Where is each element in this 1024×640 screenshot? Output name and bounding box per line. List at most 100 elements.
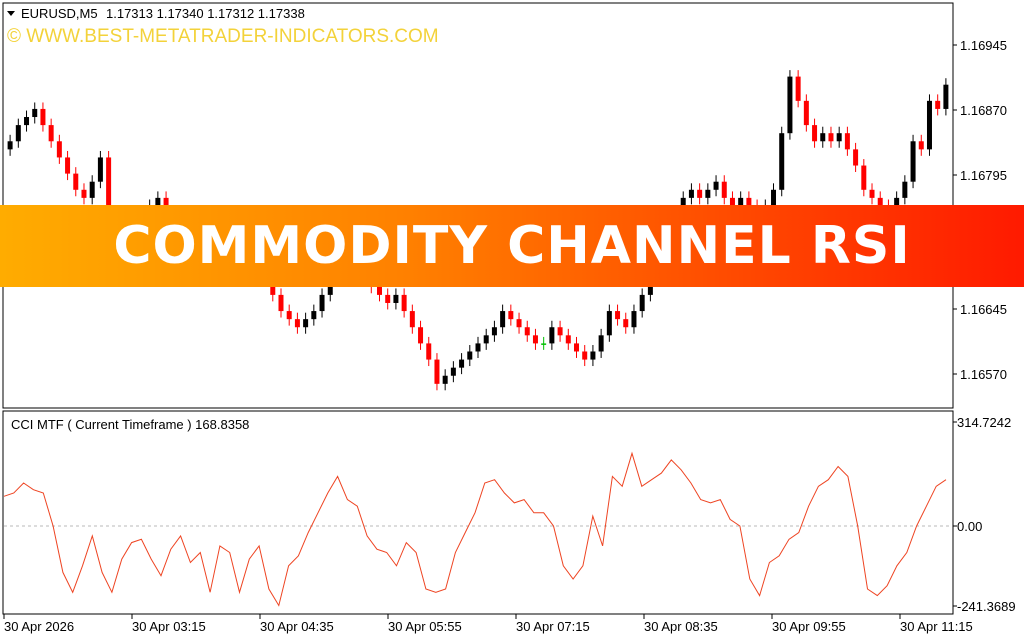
candle-body (532, 335, 538, 344)
candle-body (467, 351, 473, 360)
candle-body (516, 319, 522, 328)
candle-body (779, 133, 785, 190)
candle-body (615, 311, 621, 320)
candle-body (598, 335, 604, 352)
watermark-text: © WWW.BEST-METATRADER-INDICATORS.COM (7, 26, 439, 47)
candle-body (97, 157, 103, 182)
candle-body (738, 197, 744, 206)
candle-body (549, 327, 555, 344)
candle-body (828, 133, 834, 142)
candle-body (803, 100, 809, 126)
candle-body (7, 141, 13, 150)
candle-body (861, 165, 867, 190)
candle-body (853, 149, 859, 166)
candle-body (812, 125, 818, 142)
candle-body (869, 189, 875, 198)
candle-body (442, 375, 448, 384)
symbol-label: EURUSD,M5 (21, 6, 98, 21)
candle-body (746, 197, 752, 206)
candle-body (639, 294, 645, 312)
candle-body (475, 343, 481, 352)
candle-body (631, 311, 637, 328)
candle-body (376, 286, 382, 295)
candle-body (450, 367, 456, 376)
time-tick-label: 30 Apr 2026 (4, 619, 74, 634)
candle-body (902, 181, 908, 198)
candle-body (500, 311, 506, 328)
title-banner: COMMODITY CHANNEL RSI (0, 205, 1024, 287)
candle-body (106, 157, 112, 215)
time-tick-label: 30 Apr 07:15 (516, 619, 590, 634)
candle-body (40, 108, 46, 126)
price-tick-label: 1.16945 (960, 38, 1007, 53)
candle-body (877, 197, 883, 206)
indicator-label: CCI MTF ( Current Timeframe ) 168.8358 (11, 417, 249, 432)
candle-body (935, 100, 941, 109)
candle-body (705, 189, 711, 198)
candle-body (393, 294, 399, 303)
candle-body (787, 76, 793, 134)
candle-body (574, 343, 580, 352)
time-tick-label: 30 Apr 08:35 (644, 619, 718, 634)
time-tick-label: 30 Apr 03:15 (132, 619, 206, 634)
candle-body (836, 133, 842, 142)
candle-body (565, 335, 571, 344)
price-tick-label: 1.16870 (960, 103, 1007, 118)
time-axis: 30 Apr 2026 30 Apr 03:15 30 Apr 04:35 30 Ap… (3, 614, 973, 634)
candle-body (401, 294, 407, 312)
candle-body (89, 181, 95, 198)
indicator-frame (2, 410, 954, 615)
candle-body (844, 133, 850, 150)
time-tick-label: 30 Apr 11:15 (900, 619, 973, 634)
candle-body (294, 319, 300, 328)
candle-body (418, 327, 424, 344)
candle-body (385, 294, 391, 303)
candle-body (278, 294, 284, 312)
candle-body (582, 351, 588, 360)
candle-body (688, 189, 694, 198)
candle-body (606, 311, 612, 336)
ohlc-readout: 1.17313 1.17340 1.17312 1.17338 (106, 6, 305, 21)
candle-body (918, 141, 924, 150)
candle-body (303, 319, 309, 328)
cci-tick-label: 314.7242 (957, 415, 1011, 430)
candle-body (32, 108, 38, 118)
candle-body (795, 76, 801, 101)
candle-body (65, 157, 71, 174)
cci-axis: 314.7242 0.00 -241.3689 (953, 415, 1016, 614)
candle-body (73, 173, 79, 190)
symbol-dropdown-icon[interactable] (7, 11, 15, 16)
candle-body (721, 181, 727, 198)
candle-body (697, 189, 703, 198)
candle-body (155, 197, 161, 206)
price-tick-label: 1.16570 (960, 367, 1007, 382)
time-tick-label: 30 Apr 04:35 (260, 619, 334, 634)
candle-body (541, 343, 547, 345)
banner-title: COMMODITY CHANNEL RSI (113, 216, 911, 276)
candle-body (81, 189, 87, 198)
candle-body (434, 359, 440, 384)
candle-body (24, 117, 30, 126)
candle-body (15, 125, 21, 142)
candle-body (729, 197, 735, 206)
cci-tick-label: -241.3689 (957, 599, 1016, 614)
time-tick-label: 30 Apr 09:55 (772, 619, 846, 634)
candle-body (483, 335, 489, 344)
candle-body (459, 359, 465, 368)
candle-body (426, 343, 432, 360)
candle-body (926, 100, 932, 150)
candle-body (491, 327, 497, 336)
candle-body (557, 327, 563, 336)
cci-tick-label: 0.00 (957, 519, 982, 534)
cci-line (3, 451, 947, 607)
candle-body (820, 133, 826, 142)
candle-body (713, 181, 719, 190)
candle-body (311, 311, 317, 320)
candle-body (590, 351, 596, 360)
candle-body (943, 84, 949, 109)
candle-body (524, 327, 530, 336)
price-tick-label: 1.16795 (960, 168, 1007, 183)
price-tick-label: 1.16645 (960, 302, 1007, 317)
time-tick-label: 30 Apr 05:55 (388, 619, 462, 634)
